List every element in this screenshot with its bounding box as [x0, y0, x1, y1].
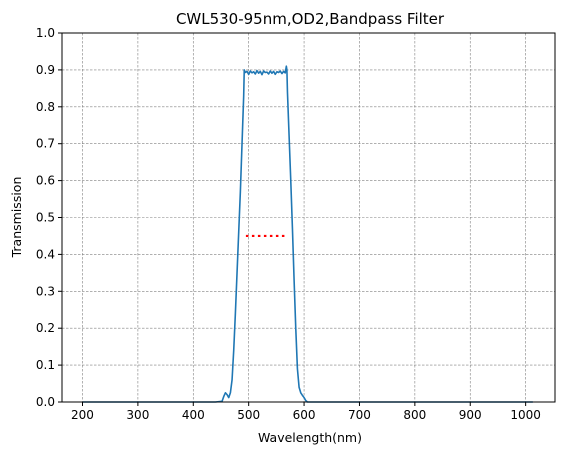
x-tick-label: 500 [237, 408, 260, 422]
y-tick-label: 0.5 [36, 211, 55, 225]
y-tick-label: 0.8 [36, 100, 55, 114]
grid-lines [62, 32, 555, 403]
axis-ticks: 200 300 400 500 600 700 800 900 1000 0.0 0.1 0.2 0.3… [36, 26, 541, 422]
x-tick-label: 600 [293, 408, 316, 422]
transmission-curve [82, 65, 533, 403]
x-tick-label: 1000 [510, 408, 541, 422]
y-tick-label: 1.0 [36, 26, 55, 40]
y-tick-label: 0.2 [36, 321, 55, 335]
plot-series [82, 65, 533, 403]
y-axis-label: Transmission [9, 177, 24, 259]
y-tick-label: 0.0 [36, 395, 55, 409]
x-tick-label: 300 [126, 408, 149, 422]
x-tick-label: 700 [348, 408, 371, 422]
x-tick-label: 200 [71, 408, 94, 422]
y-tick-label: 0.9 [36, 63, 55, 77]
y-tick-label: 0.1 [36, 358, 55, 372]
x-axis-label: Wavelength(nm) [258, 430, 362, 445]
y-tick-label: 0.6 [36, 174, 55, 188]
x-tick-label: 400 [182, 408, 205, 422]
y-tick-label: 0.3 [36, 284, 55, 298]
x-tick-label: 900 [459, 408, 482, 422]
x-tick-label: 800 [403, 408, 426, 422]
y-tick-label: 0.4 [36, 247, 55, 261]
chart-title: CWL530-95nm,OD2,Bandpass Filter [176, 10, 445, 28]
y-tick-label: 0.7 [36, 137, 55, 151]
